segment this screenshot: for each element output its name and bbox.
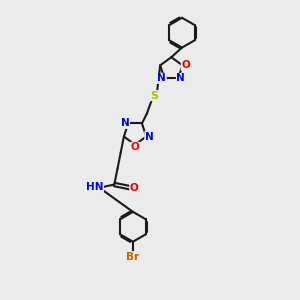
Text: N: N [158,74,166,83]
Text: N: N [176,74,185,83]
Text: N: N [145,132,154,142]
Text: HN: HN [86,182,104,192]
Text: O: O [181,60,190,70]
Text: Br: Br [126,252,140,262]
Text: S: S [150,91,158,100]
Text: O: O [130,183,139,193]
Text: O: O [131,142,140,152]
Text: N: N [121,118,130,128]
